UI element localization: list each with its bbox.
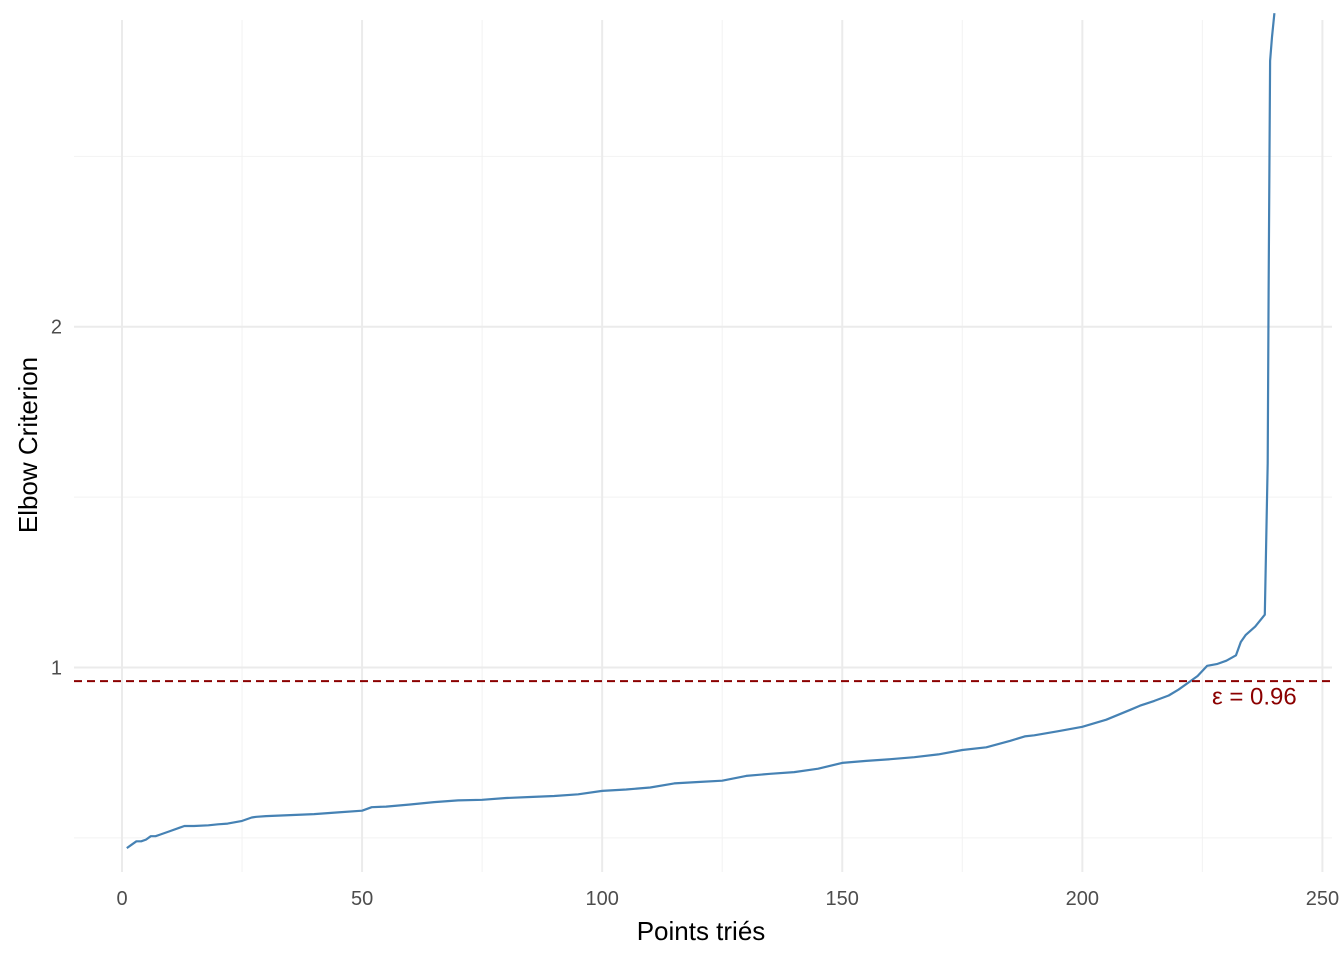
y-axis-title: Elbow Criterion [13,357,43,533]
x-tick-label: 150 [826,888,859,910]
distance-curve [126,13,1276,849]
x-tick-label: 100 [585,888,618,910]
series-layer [126,13,1276,849]
x-tick-label: 50 [351,888,373,910]
y-tick-label: 2 [51,317,62,339]
x-tick-label: 250 [1306,888,1339,910]
x-tick-label: 0 [116,888,127,910]
x-tick-label: 200 [1066,888,1099,910]
major-gridlines [74,20,1332,872]
minor-gridlines [74,20,1332,872]
y-tick-label: 1 [51,658,62,680]
tick-labels: 0 50 100 150 200 250 1 2 [51,317,1339,910]
epsilon-annotation: ε = 0.96 [1212,683,1297,710]
x-axis-title: Points triés [637,916,766,946]
